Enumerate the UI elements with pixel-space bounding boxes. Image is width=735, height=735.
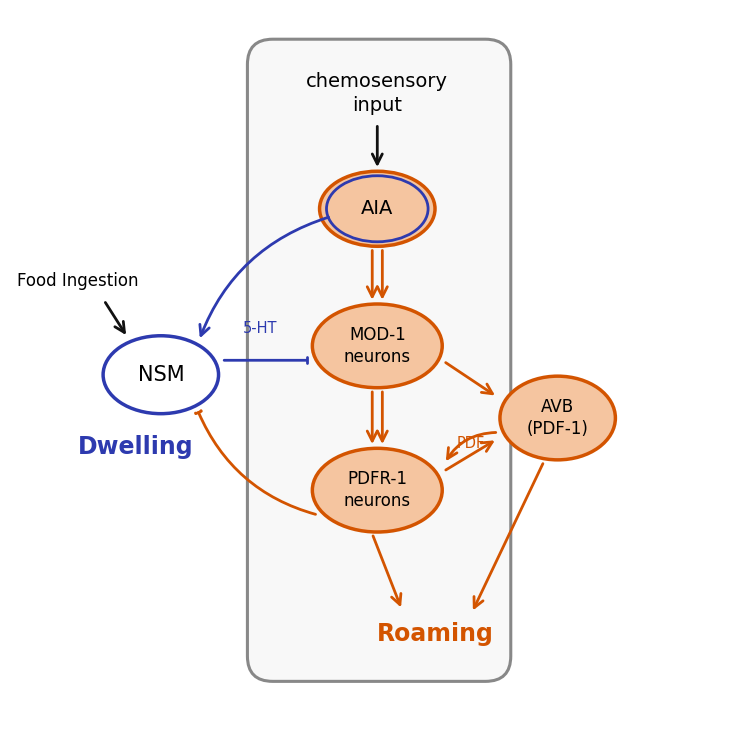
- Ellipse shape: [312, 304, 442, 387]
- Text: Dwelling: Dwelling: [78, 435, 193, 459]
- Ellipse shape: [103, 336, 218, 414]
- Ellipse shape: [312, 448, 442, 532]
- Text: chemosensory
input: chemosensory input: [306, 72, 448, 115]
- Ellipse shape: [500, 376, 615, 460]
- Text: PDF: PDF: [456, 436, 485, 451]
- Text: AIA: AIA: [361, 199, 393, 218]
- Text: 5-HT: 5-HT: [243, 321, 278, 337]
- Text: PDFR-1
neurons: PDFR-1 neurons: [344, 470, 411, 510]
- Text: Food Ingestion: Food Ingestion: [17, 272, 139, 290]
- FancyBboxPatch shape: [248, 39, 511, 681]
- Text: MOD-1
neurons: MOD-1 neurons: [344, 326, 411, 365]
- Text: NSM: NSM: [137, 365, 184, 384]
- Text: AVB
(PDF-1): AVB (PDF-1): [527, 398, 589, 438]
- Ellipse shape: [320, 171, 435, 246]
- Text: Roaming: Roaming: [376, 623, 493, 647]
